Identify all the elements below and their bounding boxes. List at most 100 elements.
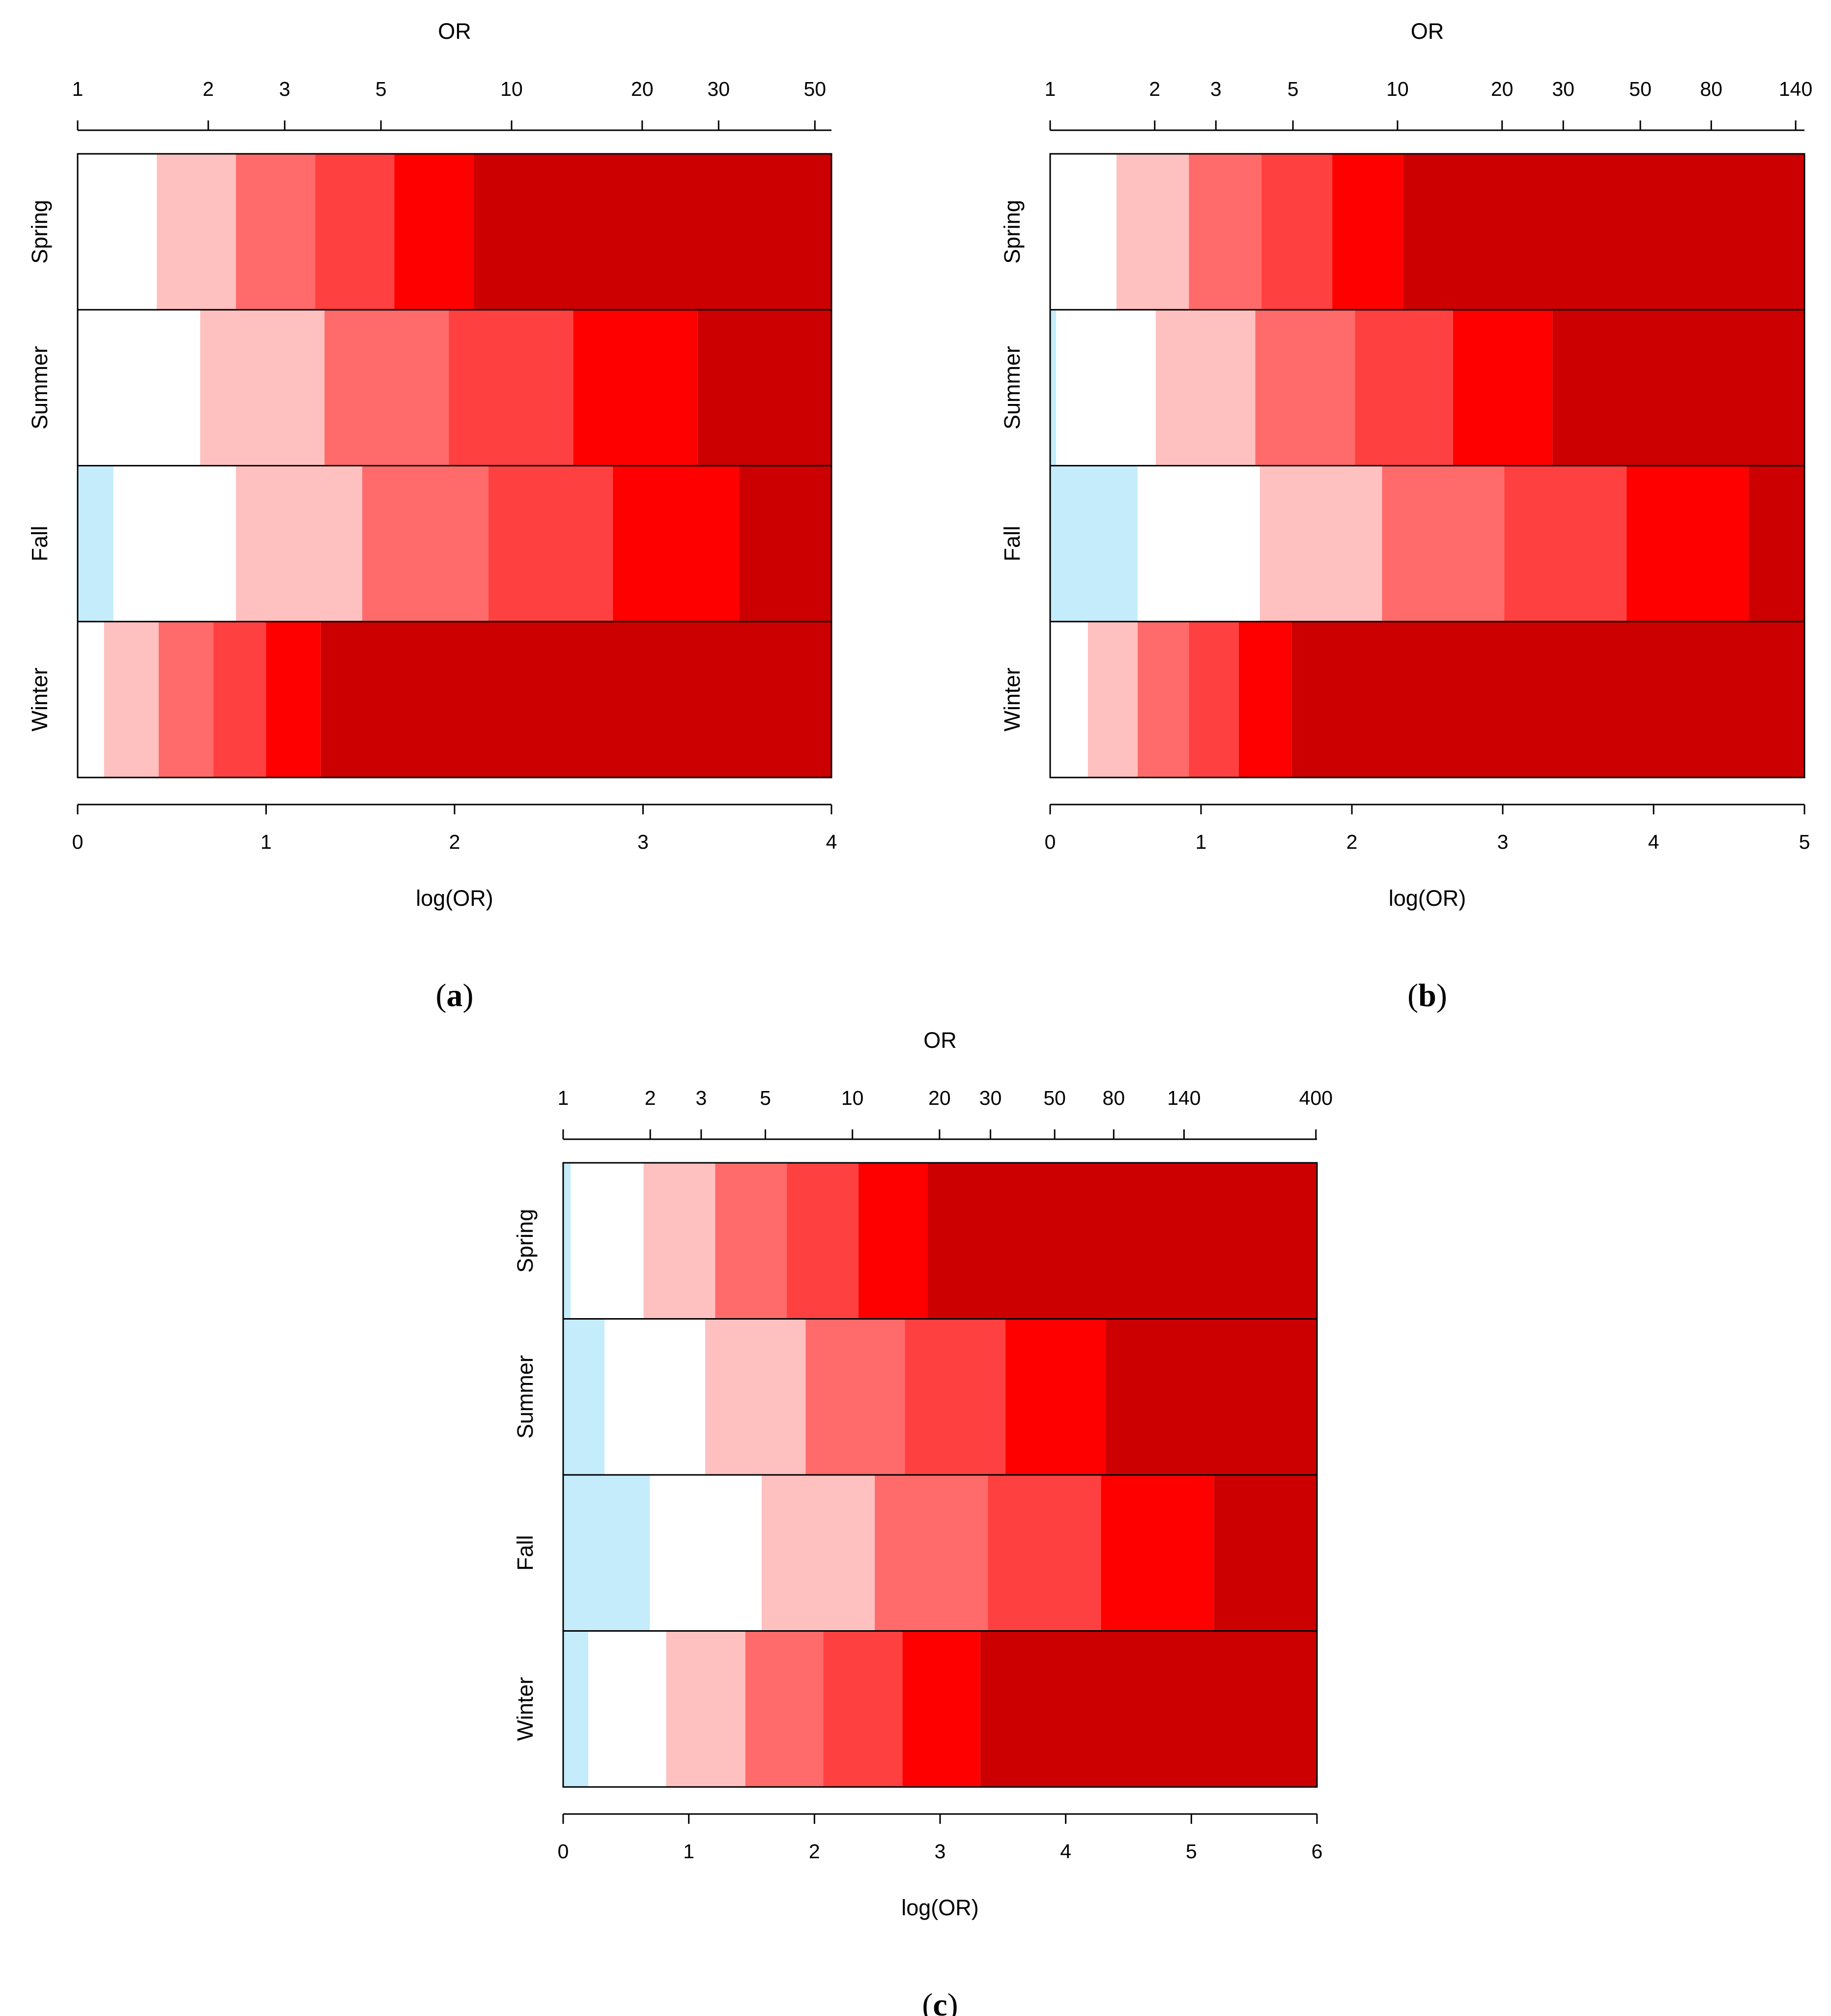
top-tick-label: 20 (631, 78, 654, 100)
band-summer-1 (78, 310, 200, 466)
chart-panel-b: Spring Summer Fall Winter 0 1 2 3 4 5 log(OR) 1 2 3 5 1… (1000, 19, 1812, 1013)
caption-letter: c (933, 1987, 947, 2016)
chart-panel-a: Spring Summer Fall Winter 0 1 2 3 4 log(OR) 1 2 3 5 10… (27, 19, 837, 1013)
top-tick-label: 140 (1779, 78, 1812, 100)
category-label-fall: Fall (1000, 526, 1025, 562)
band-summer-7 (1106, 1319, 1317, 1475)
band-winter-2 (104, 621, 159, 778)
top-tick-label: 3 (279, 78, 290, 100)
band-summer-5 (573, 310, 698, 466)
bottom-tick-label: 1 (683, 1840, 694, 1863)
top-axis-title: OR (923, 1028, 957, 1053)
top-tick-label: 5 (1287, 78, 1299, 100)
band-spring-1 (563, 1163, 571, 1319)
top-tick-label: 20 (1491, 78, 1514, 100)
category-label-winter: Winter (1000, 667, 1025, 731)
bottom-tick-label: 3 (1497, 831, 1509, 853)
band-spring-2 (571, 1163, 644, 1319)
top-tick-label: 5 (375, 78, 387, 100)
band-summer-4 (1255, 310, 1355, 466)
band-summer-1 (1050, 310, 1057, 466)
band-summer-2 (604, 1319, 705, 1475)
band-fall-4 (1382, 465, 1505, 622)
top-tick-label: 5 (760, 1087, 771, 1109)
bottom-axis-title: log(OR) (901, 1895, 979, 1920)
caption-close-paren: ) (947, 1987, 958, 2016)
caption-letter: a (447, 978, 463, 1013)
bottom-axis-title: log(OR) (1389, 886, 1466, 911)
category-label-spring: Spring (513, 1209, 538, 1273)
band-fall-6 (613, 465, 740, 622)
bottom-tick-label: 5 (1186, 1840, 1197, 1863)
panel-caption-b: (b) (1407, 978, 1447, 1013)
band-fall-3 (1259, 465, 1382, 622)
panel-caption-c: (c) (922, 1987, 958, 2016)
top-tick-label: 400 (1299, 1087, 1333, 1109)
band-spring-5 (394, 154, 474, 310)
band-winter-5 (823, 1631, 903, 1787)
band-winter-1 (1050, 621, 1088, 778)
band-fall-7 (1748, 465, 1804, 622)
caption-close-paren: ) (1436, 978, 1447, 1013)
category-label-fall: Fall (513, 1535, 538, 1571)
band-summer-6 (697, 310, 831, 466)
band-spring-5 (787, 1163, 858, 1319)
band-winter-7 (980, 1631, 1317, 1787)
band-spring-6 (473, 154, 831, 310)
top-tick-label: 2 (645, 1087, 656, 1109)
category-label-winter: Winter (513, 1677, 538, 1741)
bottom-tick-label: 4 (826, 831, 837, 853)
band-fall-2 (1138, 465, 1260, 622)
category-label-summer: Summer (27, 346, 52, 430)
chart-panel-c: Spring Summer Fall Winter 0 1 2 3 4 5 6 log(OR) 1 2 3 5… (513, 1028, 1333, 2016)
caption-open-paren: ( (922, 1987, 933, 2016)
band-spring-1 (1050, 154, 1117, 310)
band-winter-4 (1189, 621, 1239, 778)
category-label-summer: Summer (513, 1355, 538, 1439)
panel-caption-a: (a) (436, 978, 474, 1013)
bottom-tick-label: 3 (637, 831, 649, 853)
band-winter-3 (158, 621, 214, 778)
band-fall-1 (1050, 465, 1138, 622)
band-summer-4 (449, 310, 573, 466)
top-tick-label: 1 (72, 78, 84, 100)
band-summer-3 (705, 1319, 806, 1475)
top-tick-label: 10 (1386, 78, 1409, 100)
top-tick-label: 80 (1700, 78, 1722, 100)
top-axis-title: OR (438, 19, 471, 44)
band-spring-4 (715, 1163, 787, 1319)
band-spring-4 (315, 154, 395, 310)
band-summer-5 (905, 1319, 1005, 1475)
top-tick-label: 1 (558, 1087, 569, 1109)
bottom-tick-label: 5 (1799, 831, 1810, 853)
plot-frame (562, 1162, 1318, 1788)
caption-close-paren: ) (463, 978, 474, 1013)
bottom-tick-label: 6 (1312, 1840, 1323, 1863)
band-summer-4 (805, 1319, 905, 1475)
category-label-winter: Winter (27, 667, 52, 731)
band-spring-3 (1189, 154, 1261, 310)
band-fall-5 (488, 465, 613, 622)
band-spring-4 (1261, 154, 1333, 310)
top-tick-label: 3 (1210, 78, 1222, 100)
plot-frame (1049, 153, 1805, 778)
bottom-tick-label: 2 (449, 831, 460, 853)
band-winter-6 (1291, 621, 1804, 778)
band-fall-5 (1504, 465, 1627, 622)
bottom-tick-label: 0 (558, 1840, 569, 1863)
band-winter-3 (1138, 621, 1189, 778)
top-tick-label: 30 (708, 78, 730, 100)
top-tick-label: 3 (695, 1087, 707, 1109)
caption-open-paren: ( (436, 978, 447, 1013)
band-summer-2 (200, 310, 325, 466)
band-summer-7 (1552, 310, 1804, 466)
top-tick-label: 140 (1167, 1087, 1201, 1109)
band-fall-3 (236, 465, 363, 622)
band-winter-3 (666, 1631, 745, 1787)
band-spring-2 (1116, 154, 1189, 310)
band-fall-4 (362, 465, 489, 622)
caption-letter: b (1418, 978, 1436, 1013)
band-summer-2 (1056, 310, 1156, 466)
bottom-tick-label: 2 (1346, 831, 1358, 853)
